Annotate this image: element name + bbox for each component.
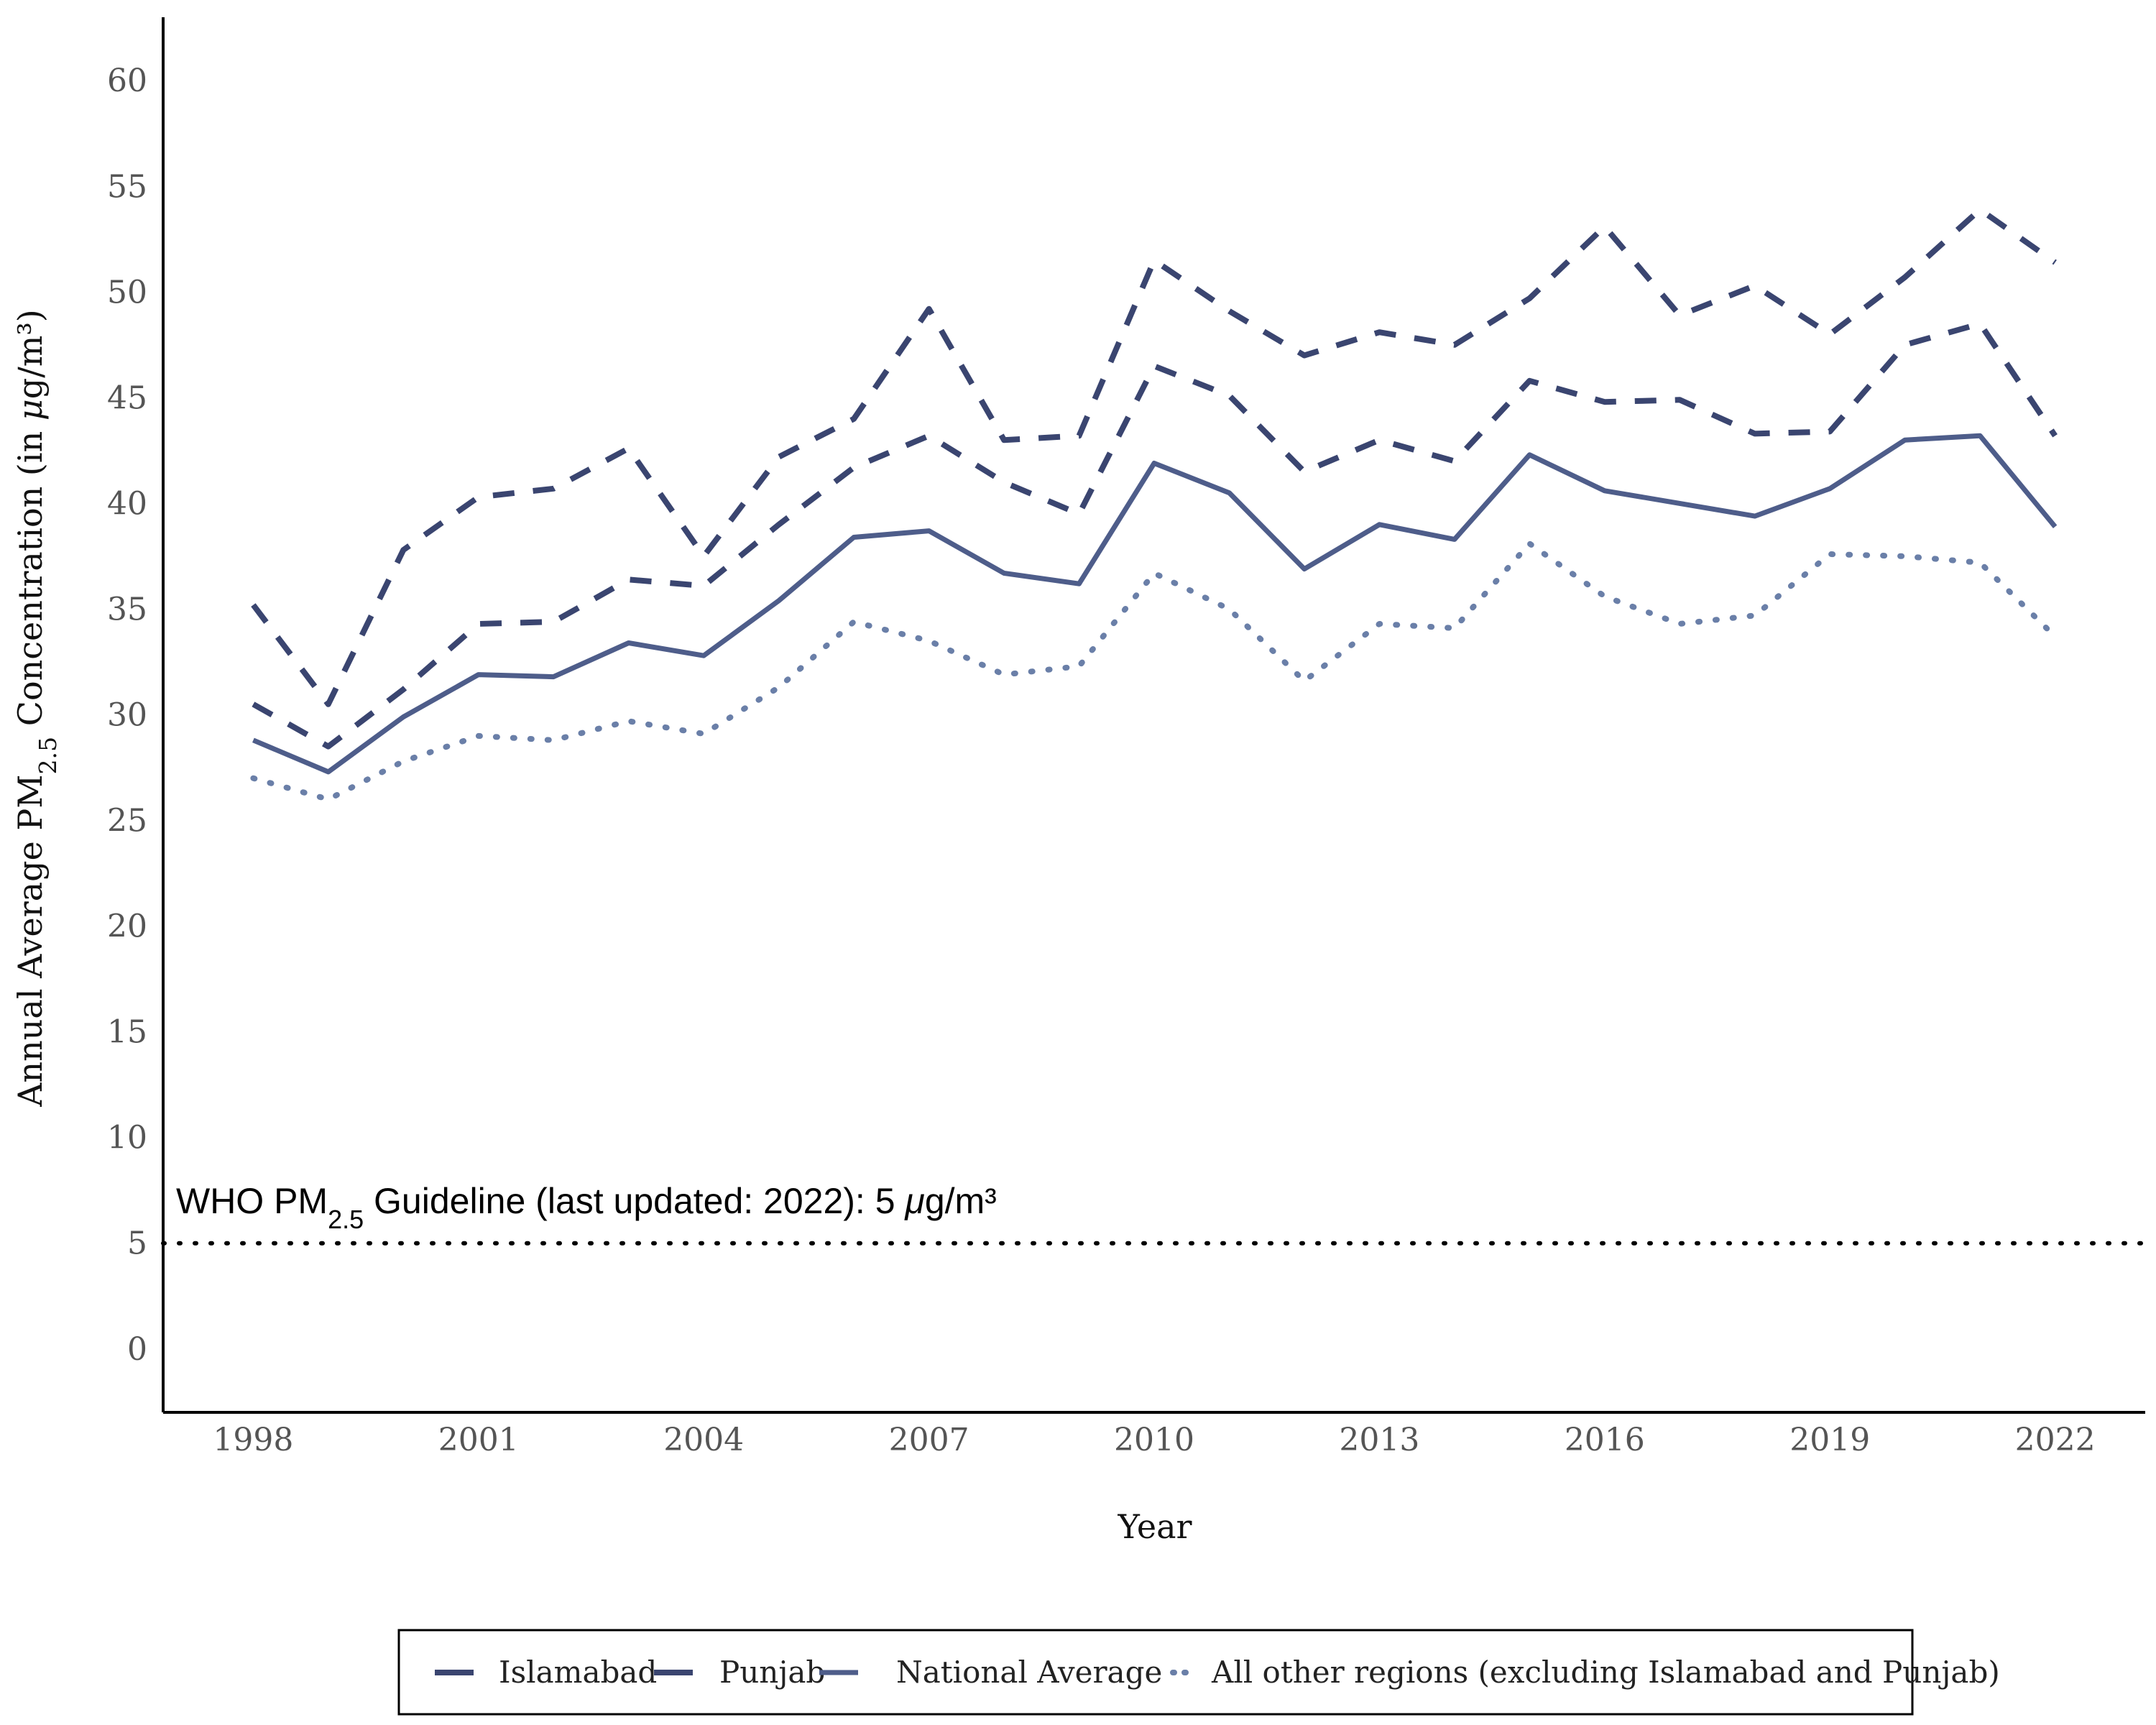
axes [162, 17, 2145, 1414]
series-line-islamabad [251, 206, 2057, 707]
y-axis-title: Annual Average PM2.5 Concentration (in μ… [11, 309, 62, 1107]
legend-label: National Average [896, 1655, 1162, 1690]
x-axis-title: Year [1117, 1507, 1192, 1546]
legend-label: All other regions (excluding Islamabad a… [1211, 1655, 2000, 1690]
x-tick-label: 2013 [1339, 1422, 1419, 1458]
legend: Islamabad Punjab National Average All other… [397, 1629, 2000, 1716]
legend-label: Islamabad [499, 1655, 657, 1690]
y-tick-label: 30 [107, 697, 147, 734]
y-tick-label: 45 [107, 380, 147, 416]
y-tick-label: 35 [107, 591, 147, 627]
y-tick-label: 60 [107, 63, 147, 99]
y-axis-ticks: 0 5 10 15 20 25 30 35 40 45 50 55 60 [107, 63, 147, 1368]
series-line-all [250, 540, 2058, 803]
x-tick-label: 2001 [438, 1422, 519, 1458]
x-tick-label: 2022 [2015, 1422, 2096, 1458]
y-tick-label: 50 [107, 274, 147, 310]
y-tick-label: 10 [107, 1120, 147, 1156]
series-lines [250, 206, 2058, 803]
y-tick-label: 20 [107, 908, 147, 945]
x-tick-label: 2016 [1565, 1422, 1645, 1458]
y-tick-label: 15 [107, 1014, 147, 1051]
y-tick-label: 55 [107, 168, 147, 205]
y-tick-label: 0 [127, 1331, 147, 1368]
who-guideline: WHO PM2.5 Guideline (last updated: 2022)… [161, 1181, 2147, 1246]
x-tick-label: 2019 [1789, 1422, 1870, 1458]
x-tick-label: 2004 [663, 1422, 744, 1458]
x-tick-label: 1998 [213, 1422, 293, 1458]
series-line-national [252, 433, 2058, 775]
y-tick-label: 40 [107, 485, 147, 522]
series-line-punjab [252, 321, 2058, 750]
who-guideline-label: WHO PM2.5 Guideline (last updated: 2022)… [176, 1181, 997, 1234]
x-tick-label: 2010 [1114, 1422, 1194, 1458]
y-tick-label: 25 [107, 803, 147, 840]
legend-box [397, 1629, 1914, 1716]
x-axis-ticks: 1998 2001 2004 2007 2010 2013 2016 2019 2022 [213, 1422, 2095, 1458]
legend-label: Punjab [719, 1655, 825, 1690]
y-tick-label: 5 [127, 1225, 147, 1262]
x-tick-label: 2007 [889, 1422, 969, 1458]
